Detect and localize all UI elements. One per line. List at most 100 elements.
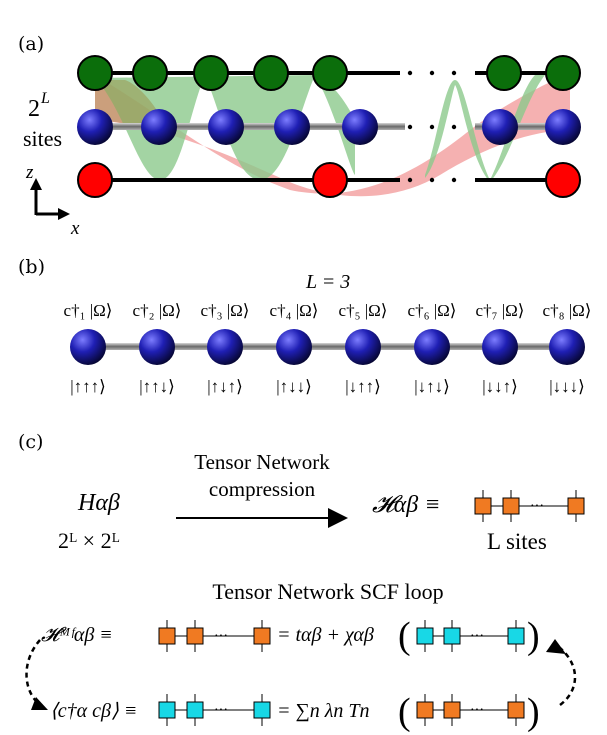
green-atom bbox=[486, 55, 522, 91]
loop-arrow-right bbox=[559, 647, 577, 706]
blue-atom bbox=[274, 109, 310, 145]
eq1-paren-right: ) bbox=[527, 615, 540, 657]
eq2-paren-left: ( bbox=[398, 691, 411, 733]
hamiltonian-label: Hαβ bbox=[77, 490, 120, 516]
blue-atoms bbox=[77, 109, 581, 145]
blue-atom bbox=[77, 109, 113, 145]
tensor-dots: ··· bbox=[214, 703, 228, 718]
tensor-dots: ··· bbox=[470, 629, 484, 644]
operator-label: c†₈ |Ω⟩ bbox=[543, 301, 592, 320]
blue-atom bbox=[139, 329, 175, 365]
red-wave bbox=[95, 72, 570, 197]
loop-arrow-left bbox=[25, 639, 41, 706]
eq1-mid: = tαβ + χαβ bbox=[277, 624, 374, 646]
orange-tensor bbox=[502, 497, 520, 515]
state-labels: |↑↑↑⟩ |↑↑↓⟩ |↑↓↑⟩ |↑↓↓⟩ |↓↑↑⟩ |↓↑↓⟩ |↓↓↑… bbox=[70, 377, 585, 396]
state-label: |↓↓↓⟩ bbox=[549, 377, 585, 396]
l-sites-label: L sites bbox=[487, 529, 547, 554]
operator-labels: c†₁ |Ω⟩ c†₂ |Ω⟩ c†₃ |Ω⟩ c†₄ |Ω⟩ c†₅ |Ω⟩ … bbox=[64, 301, 592, 320]
green-atom bbox=[312, 55, 348, 91]
eq2-paren-right: ) bbox=[527, 691, 540, 733]
green-atom bbox=[545, 55, 581, 91]
red-atom bbox=[77, 162, 113, 198]
mpo-eq1: ··· bbox=[158, 620, 271, 652]
sites-count-power: L bbox=[40, 90, 50, 107]
axes-icon bbox=[30, 178, 70, 220]
operator-label: c†₄ |Ω⟩ bbox=[270, 301, 319, 320]
state-label: |↓↑↑⟩ bbox=[345, 377, 381, 396]
eq2-mid: = ∑n λn Tn bbox=[277, 700, 370, 722]
orange-tensor bbox=[567, 497, 585, 515]
red-atom bbox=[545, 162, 581, 198]
blue-atom bbox=[482, 329, 518, 365]
state-label: |↑↓↓⟩ bbox=[276, 377, 312, 396]
blue-atom bbox=[545, 109, 581, 145]
sites-count-base: 2 bbox=[28, 96, 40, 122]
loop-arrow-left-head bbox=[31, 697, 48, 710]
operator-label: c†₇ |Ω⟩ bbox=[476, 301, 525, 320]
green-wave-2 bbox=[425, 75, 545, 182]
red-atom bbox=[312, 162, 348, 198]
blue-atom bbox=[207, 329, 243, 365]
blue-atom bbox=[345, 329, 381, 365]
ellipsis-dots bbox=[407, 70, 457, 183]
green-atom bbox=[132, 55, 168, 91]
eq2-lhs: ⟨c†α cβ⟩ ≡ bbox=[50, 700, 137, 722]
mps-eq2: ··· bbox=[158, 694, 271, 726]
mpo-top: ··· bbox=[474, 490, 585, 522]
blue-atom bbox=[276, 329, 312, 365]
green-atom bbox=[253, 55, 289, 91]
compression-arrow-top: Tensor Network bbox=[194, 450, 330, 474]
orange-tensor bbox=[474, 497, 492, 515]
cyan-tensor bbox=[507, 627, 525, 645]
blue-atom bbox=[208, 109, 244, 145]
red-atoms bbox=[77, 162, 581, 198]
blue-atom bbox=[549, 329, 585, 365]
state-label: |↓↓↑⟩ bbox=[482, 377, 518, 396]
state-label: |↑↑↑⟩ bbox=[70, 377, 106, 396]
sites-word: sites bbox=[23, 126, 62, 151]
tensor-dots: ··· bbox=[214, 629, 228, 644]
operator-label: c†₃ |Ω⟩ bbox=[201, 301, 250, 320]
compression-arrow-bottom: compression bbox=[209, 477, 316, 501]
panel-b-title: L = 3 bbox=[305, 271, 350, 293]
orange-tensor bbox=[186, 627, 204, 645]
state-label: |↑↑↓⟩ bbox=[139, 377, 175, 396]
cyan-tensor bbox=[158, 701, 176, 719]
scf-title: Tensor Network SCF loop bbox=[212, 579, 443, 604]
orange-tensor bbox=[416, 701, 434, 719]
orange-tensor bbox=[253, 627, 271, 645]
state-label: |↑↓↑⟩ bbox=[207, 377, 243, 396]
blue-atom bbox=[342, 109, 378, 145]
compressed-hamiltonian: 𝓗αβ ≡ bbox=[372, 492, 440, 518]
orange-tensor bbox=[443, 701, 461, 719]
cyan-tensor bbox=[443, 627, 461, 645]
operator-label: c†₅ |Ω⟩ bbox=[339, 301, 388, 320]
orange-tensor bbox=[507, 701, 525, 719]
state-label: |↓↑↓⟩ bbox=[414, 377, 450, 396]
mps-eq1: ··· bbox=[416, 620, 525, 652]
operator-label: c†₆ |Ω⟩ bbox=[408, 301, 457, 320]
eq1-lhs: 𝓗ᴹᶠαβ ≡ bbox=[41, 624, 113, 646]
operator-label: c†₁ |Ω⟩ bbox=[64, 301, 113, 320]
loop-arrow-right-head bbox=[546, 639, 566, 654]
axis-z-label: z bbox=[25, 162, 34, 183]
tensor-dots: ··· bbox=[530, 499, 544, 514]
panel-c-label: (c) bbox=[18, 431, 43, 453]
dimension-label: 2ᴸ × 2ᴸ bbox=[58, 528, 120, 553]
green-atoms bbox=[77, 55, 581, 91]
mpo-eq2: ··· bbox=[416, 694, 525, 726]
cyan-tensor bbox=[253, 701, 271, 719]
eq1-paren-left: ( bbox=[398, 615, 411, 657]
green-atom bbox=[193, 55, 229, 91]
cyan-tensor bbox=[416, 627, 434, 645]
blue-atom bbox=[141, 109, 177, 145]
panel-b-label: (b) bbox=[18, 256, 45, 278]
tensor-dots: ··· bbox=[470, 703, 484, 718]
blue-atom bbox=[70, 329, 106, 365]
green-atom bbox=[77, 55, 113, 91]
panel-a-label: (a) bbox=[18, 33, 44, 55]
cyan-tensor bbox=[186, 701, 204, 719]
blue-atom bbox=[414, 329, 450, 365]
